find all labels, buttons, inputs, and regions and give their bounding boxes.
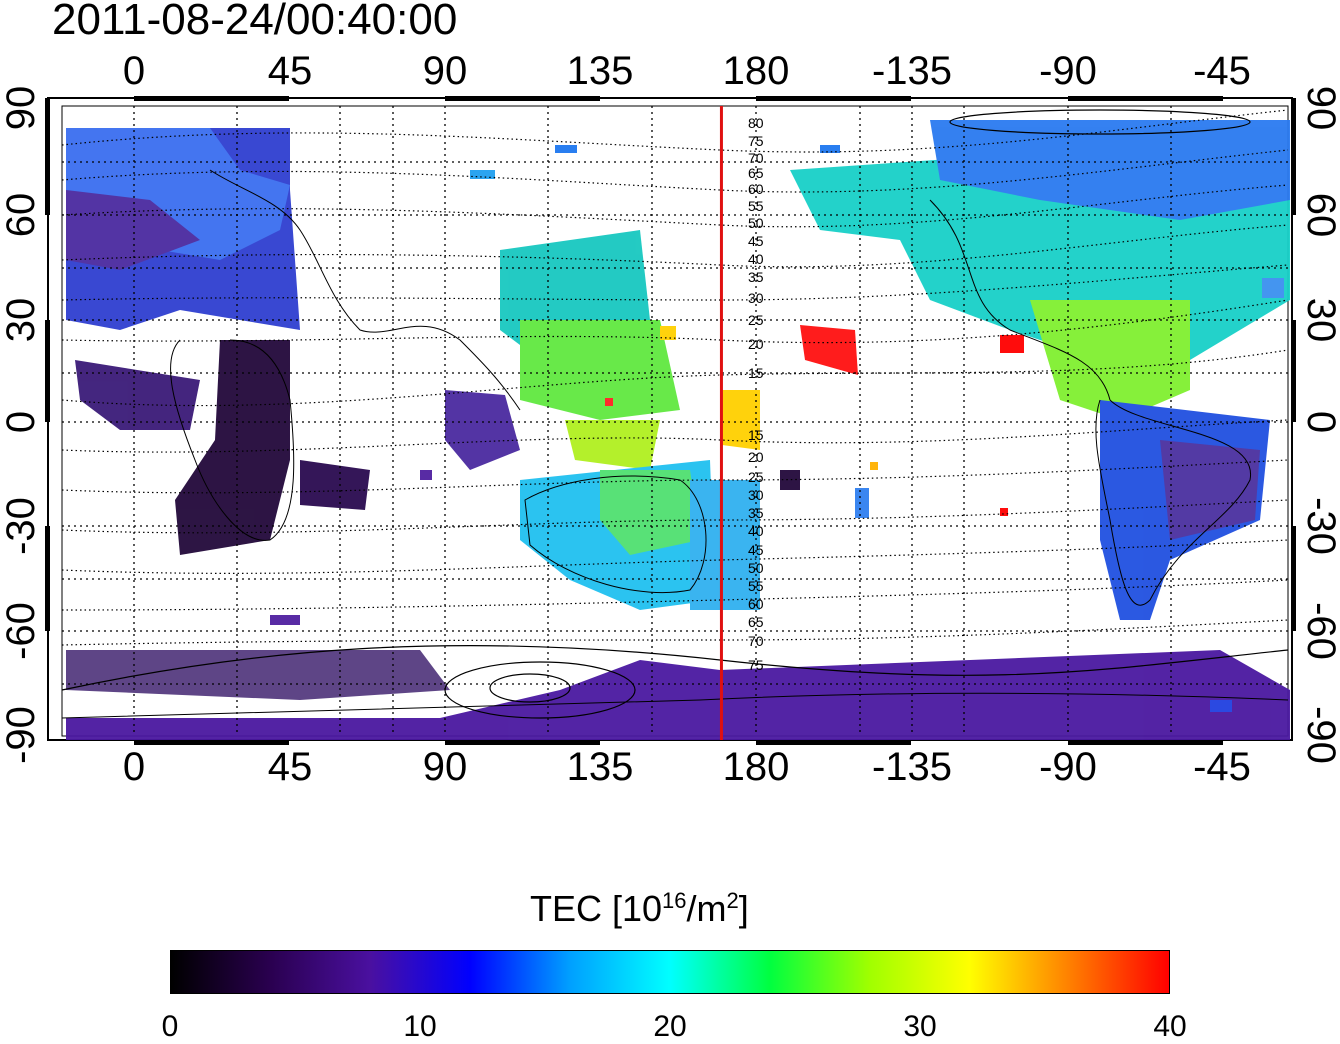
contour-label: 20 xyxy=(748,336,764,352)
longitude-tick-label-top: -90 xyxy=(1039,49,1097,93)
longitude-tick-label-bottom: 135 xyxy=(567,745,634,789)
contour-label: 35 xyxy=(748,269,764,285)
colorbar-tick-label: 20 xyxy=(653,1010,687,1043)
longitude-tick-label-top: -45 xyxy=(1193,49,1251,93)
left-latitude-labels: 90 60 30 0 -30 -60 -90 xyxy=(0,86,43,764)
tec-colorbar xyxy=(170,950,1170,994)
contour-label: 65 xyxy=(748,614,764,630)
contour-label: 25 xyxy=(748,312,764,328)
latitude-tick-label-left: -60 xyxy=(0,602,43,660)
colorbar-title-main: TEC [10 xyxy=(530,888,663,929)
contour-label: 70 xyxy=(748,633,764,649)
contour-label: 55 xyxy=(748,578,764,594)
colorbar-tick-label: 30 xyxy=(903,1010,937,1043)
latitude-tick-label-left: 90 xyxy=(0,86,43,131)
longitude-tick-label-top: -135 xyxy=(872,49,952,93)
tec-data-layer xyxy=(66,120,1290,740)
bottom-longitude-labels: 0 45 90 135 180 -135 -90 -45 xyxy=(123,745,1251,789)
frame-tick-bars xyxy=(45,96,1296,745)
latitude-tick-label-right: 90 xyxy=(1299,86,1340,131)
colorbar-title-end: ] xyxy=(738,888,749,929)
graticule xyxy=(62,106,1288,736)
contour-label: 60 xyxy=(748,181,764,197)
contour-label: 45 xyxy=(748,233,764,249)
contour-label: 40 xyxy=(748,523,764,539)
colorbar-title: TEC [1016/m2] xyxy=(530,888,749,930)
latitude-tick-label-right: -30 xyxy=(1299,497,1340,555)
contour-label: 15 xyxy=(748,365,764,381)
longitude-tick-label-bottom: -90 xyxy=(1039,745,1097,789)
magnetic-contours xyxy=(61,109,1289,646)
contour-label: 35 xyxy=(748,505,764,521)
contour-label: 75 xyxy=(748,133,764,149)
contour-label: 45 xyxy=(748,542,764,558)
latitude-tick-label-right: -90 xyxy=(1299,706,1340,764)
longitude-tick-label-top: 0 xyxy=(123,49,145,93)
longitude-tick-label-bottom: -135 xyxy=(872,745,952,789)
contour-label: 40 xyxy=(748,251,764,267)
contour-label: 65 xyxy=(748,165,764,181)
map-timestamp-title: 2011-08-24/00:40:00 xyxy=(52,0,458,44)
latitude-tick-label-left: 30 xyxy=(0,298,43,343)
contour-label: 80 xyxy=(748,115,764,131)
colorbar-tick-label: 10 xyxy=(403,1010,437,1043)
contour-label: 70 xyxy=(748,150,764,166)
contour-label: 55 xyxy=(748,198,764,214)
longitude-tick-label-top: 90 xyxy=(423,49,468,93)
colorbar-title-unit-exponent: 2 xyxy=(726,888,739,913)
longitude-tick-label-bottom: 180 xyxy=(723,745,790,789)
latitude-tick-label-right: -60 xyxy=(1299,602,1340,660)
right-latitude-labels: 90 60 30 0 -30 -60 -90 xyxy=(1299,86,1340,764)
longitude-tick-label-bottom: 0 xyxy=(123,745,145,789)
contour-label: 30 xyxy=(748,290,764,306)
latitude-tick-label-left: 0 xyxy=(0,411,43,433)
longitude-tick-label-bottom: -45 xyxy=(1193,745,1251,789)
longitude-tick-label-top: 180 xyxy=(723,49,790,93)
polar-contours xyxy=(61,109,1289,719)
contour-label: 15 xyxy=(748,427,764,443)
longitude-tick-label-top: 45 xyxy=(268,49,313,93)
longitude-tick-label-bottom: 45 xyxy=(268,745,313,789)
contour-labels: 8075706560555045403530252015152025303540… xyxy=(748,115,764,673)
longitude-tick-label-bottom: 90 xyxy=(423,745,468,789)
latitude-tick-label-right: 60 xyxy=(1299,193,1340,238)
contour-label: 50 xyxy=(748,560,764,576)
latitude-tick-label-right: 0 xyxy=(1299,411,1340,433)
top-longitude-labels: 0 45 90 135 180 -135 -90 -45 xyxy=(123,49,1251,93)
contour-label: 50 xyxy=(748,215,764,231)
contour-label: 25 xyxy=(748,469,764,485)
contour-label: 60 xyxy=(748,596,764,612)
contour-label: 30 xyxy=(748,487,764,503)
contour-label: 20 xyxy=(748,449,764,465)
latitude-tick-label-left: -90 xyxy=(0,706,43,764)
coastlines xyxy=(61,169,1289,719)
colorbar-tick-label: 0 xyxy=(161,1010,179,1043)
latitude-tick-label-left: -30 xyxy=(0,497,43,555)
colorbar-title-exponent: 16 xyxy=(662,888,687,913)
contour-label: 75 xyxy=(748,657,764,673)
colorbar-tick-label: 40 xyxy=(1153,1010,1187,1043)
latitude-tick-label-left: 60 xyxy=(0,193,43,238)
longitude-tick-label-top: 135 xyxy=(567,49,634,93)
colorbar-title-unit: /m xyxy=(686,888,727,929)
latitude-tick-label-right: 30 xyxy=(1299,298,1340,343)
